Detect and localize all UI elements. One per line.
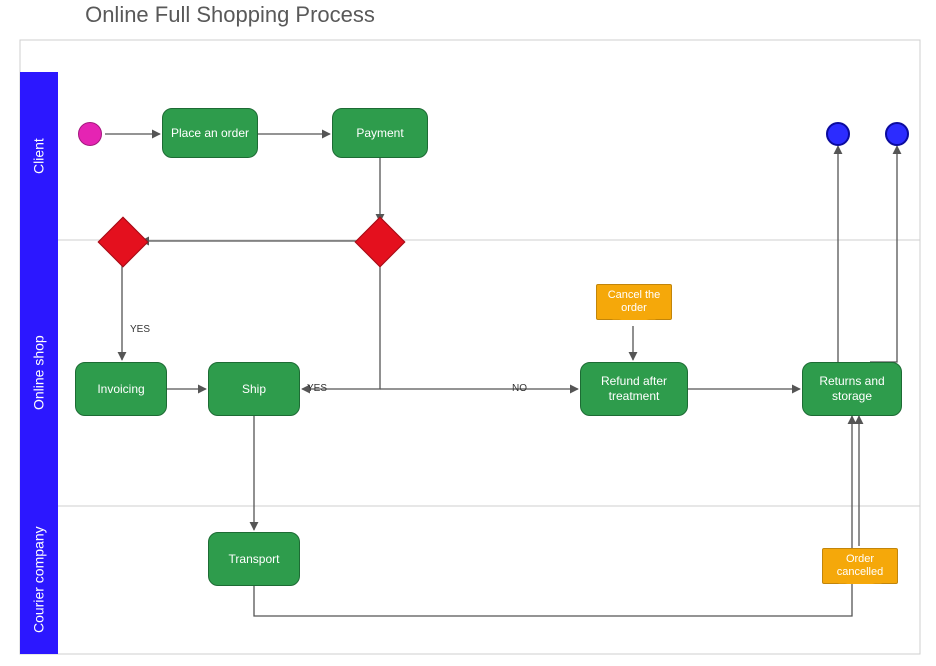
lane-header-shop: Online shop (20, 240, 58, 506)
gateway-shape (355, 217, 406, 268)
lane-label-text: Online shop (31, 336, 48, 411)
node-label: Returns and storage (803, 370, 901, 408)
node-ship: Ship (208, 362, 300, 416)
node-label: Ship (238, 378, 270, 401)
node-invoicing: Invoicing (75, 362, 167, 416)
node-gw2 (105, 224, 139, 258)
node-place: Place an order (162, 108, 258, 158)
lane-label-text: Courier company (31, 527, 48, 634)
edge-label-yes1: YES (130, 324, 150, 335)
note-text: Order cancelled (823, 551, 897, 581)
node-gw1 (362, 224, 396, 258)
node-transport: Transport (208, 532, 300, 586)
node-refund: Refund after treatment (580, 362, 688, 416)
diagram-stage: Online Full Shopping Process Client Onlin… (0, 0, 936, 666)
note-text: Cancel the order (597, 287, 671, 317)
node-payment: Payment (332, 108, 428, 158)
node-label: Transport (225, 548, 284, 571)
node-label: Invoicing (93, 378, 148, 401)
node-end2 (885, 122, 909, 146)
edge-label-yes2: YES (307, 383, 327, 394)
node-label: Payment (352, 122, 407, 145)
lane-header-courier: Courier company (20, 506, 58, 654)
edge-label-no: NO (512, 383, 527, 394)
diagram-title-text: Online Full Shopping Process (85, 2, 375, 27)
gateway-shape (98, 217, 149, 268)
node-cancelNote: Cancel the order (596, 284, 672, 320)
lane-label-text: Client (31, 138, 48, 174)
node-end1 (826, 122, 850, 146)
node-label: Refund after treatment (581, 370, 687, 408)
node-returns: Returns and storage (802, 362, 902, 416)
node-orderCanc: Order cancelled (822, 548, 898, 584)
node-start (78, 122, 102, 146)
lane-header-client: Client (20, 72, 58, 240)
node-label: Place an order (167, 122, 253, 145)
diagram-title: Online Full Shopping Process (80, 2, 380, 28)
